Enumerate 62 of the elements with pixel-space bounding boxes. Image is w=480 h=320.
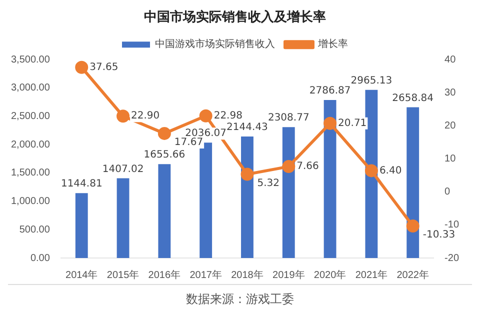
x-tick-label: 2014年 <box>66 268 98 281</box>
y2-tick-label: 40 <box>444 54 456 66</box>
y2-tick-label: 0 <box>444 186 451 198</box>
data-label: 2965.13 <box>350 76 392 87</box>
point <box>158 126 171 140</box>
data-label: 2786.87 <box>309 86 351 97</box>
point <box>406 220 420 233</box>
bar <box>324 100 336 258</box>
x-tick-label: 2018年 <box>231 268 264 281</box>
x-tick-label: 2015年 <box>106 268 140 281</box>
point <box>199 109 212 122</box>
bar <box>365 90 378 258</box>
data-label: 17.67 <box>174 137 204 148</box>
y2-tick-label: -10 <box>444 220 460 231</box>
x-tick-label: 2017年 <box>190 268 222 281</box>
data-label: 20.71 <box>338 118 367 129</box>
data-label: 37.65 <box>90 62 118 73</box>
y-tick-label: 500.00 <box>19 224 50 236</box>
y-tick-label: 3,000.00 <box>10 82 50 94</box>
data-label: 6.40 <box>379 165 402 176</box>
y-tick-label: 1,500.00 <box>10 168 50 179</box>
bar <box>282 127 295 258</box>
point <box>75 60 88 74</box>
x-tick-label: 2022年 <box>396 268 429 281</box>
y-tick-label: 1,000.00 <box>10 196 50 208</box>
y2-tick-label: 30 <box>444 87 456 98</box>
data-label: 5.32 <box>257 178 280 189</box>
point <box>282 160 296 174</box>
bar <box>406 107 420 258</box>
bar <box>241 136 254 258</box>
data-label: 7.66 <box>296 161 319 172</box>
y2-tick-label: 20 <box>444 120 456 132</box>
point <box>324 116 337 130</box>
data-label: 22.90 <box>131 110 160 122</box>
data-label: -10.33 <box>422 230 456 241</box>
data-label: 1407.02 <box>102 164 144 175</box>
x-tick-label: 2021年 <box>355 268 388 281</box>
legend-label: 中国游戏市场实际销售收入 <box>155 38 275 50</box>
y-tick-label: 2,000.00 <box>10 139 50 150</box>
point <box>116 110 130 123</box>
x-tick-label: 2019年 <box>272 268 305 281</box>
data-label: 2308.77 <box>268 112 310 124</box>
bar <box>75 193 88 258</box>
data-label: 2144.43 <box>226 122 268 134</box>
data-label: 2658.84 <box>392 92 434 104</box>
bar <box>116 178 130 258</box>
x-tick-label: 2020年 <box>314 268 346 281</box>
y2-tick-label: 10 <box>444 154 456 165</box>
point <box>364 164 378 178</box>
source-note: 数据来源：游戏工委 <box>185 291 295 308</box>
y-tick-label: 3,500.00 <box>10 54 50 66</box>
legend-label: 增长率 <box>317 38 348 50</box>
data-label: 1144.81 <box>60 178 102 190</box>
chart-title: 中国市场实际销售收入及增长率 <box>144 9 326 26</box>
y2-tick-label: -20 <box>444 252 460 264</box>
data-label: 1655.66 <box>144 150 186 161</box>
data-label: 22.98 <box>214 110 242 122</box>
y-tick-label: 0.00 <box>30 252 50 264</box>
bar <box>158 164 171 258</box>
x-tick-label: 2016年 <box>148 268 181 281</box>
point <box>240 168 254 181</box>
y-tick-label: 2,500.00 <box>10 111 50 122</box>
